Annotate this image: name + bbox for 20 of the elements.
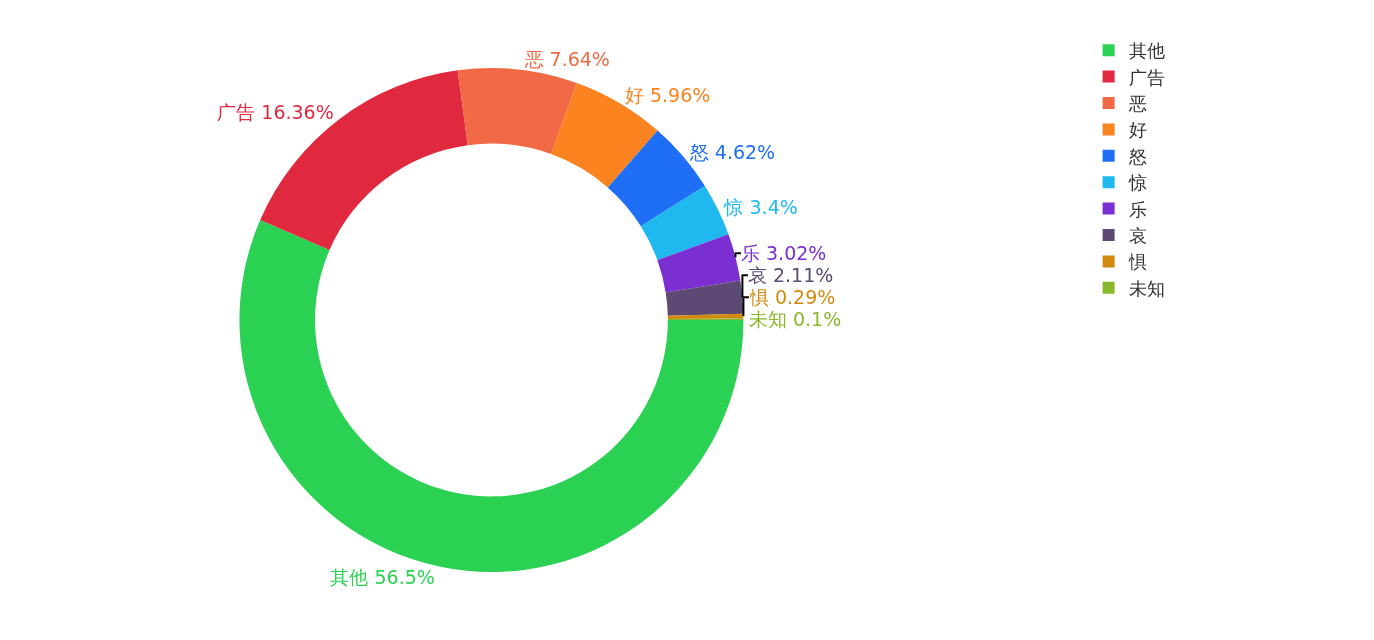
data-label: 恶 7.64%: [523, 47, 610, 70]
data-label: 广告 16.36%: [217, 101, 334, 124]
data-label: 怒 4.62%: [688, 140, 776, 163]
legend-label: 惧: [1127, 251, 1147, 273]
legend-label: 哀: [1128, 225, 1147, 247]
legend-label: 好: [1128, 119, 1147, 141]
data-label: 其他 56.5%: [330, 566, 435, 589]
legend-label: 怒: [1127, 145, 1147, 167]
data-label: 乐 3.02%: [740, 242, 827, 265]
data-label: 未知 0.1%: [748, 308, 842, 331]
legend-label: 惊: [1127, 172, 1147, 194]
legend-label: 广告: [1128, 66, 1165, 88]
legend-label: 恶: [1127, 93, 1147, 115]
legend-label: 乐: [1128, 198, 1147, 220]
data-label: 哀 2.11%: [747, 264, 834, 287]
data-label: 好 5.96%: [624, 83, 711, 106]
legend-label: 未知: [1128, 277, 1165, 299]
data-label: 惧 0.29%: [748, 286, 836, 309]
data-label: 惊 3.4%: [723, 196, 798, 219]
legend-label: 其他: [1128, 40, 1165, 62]
